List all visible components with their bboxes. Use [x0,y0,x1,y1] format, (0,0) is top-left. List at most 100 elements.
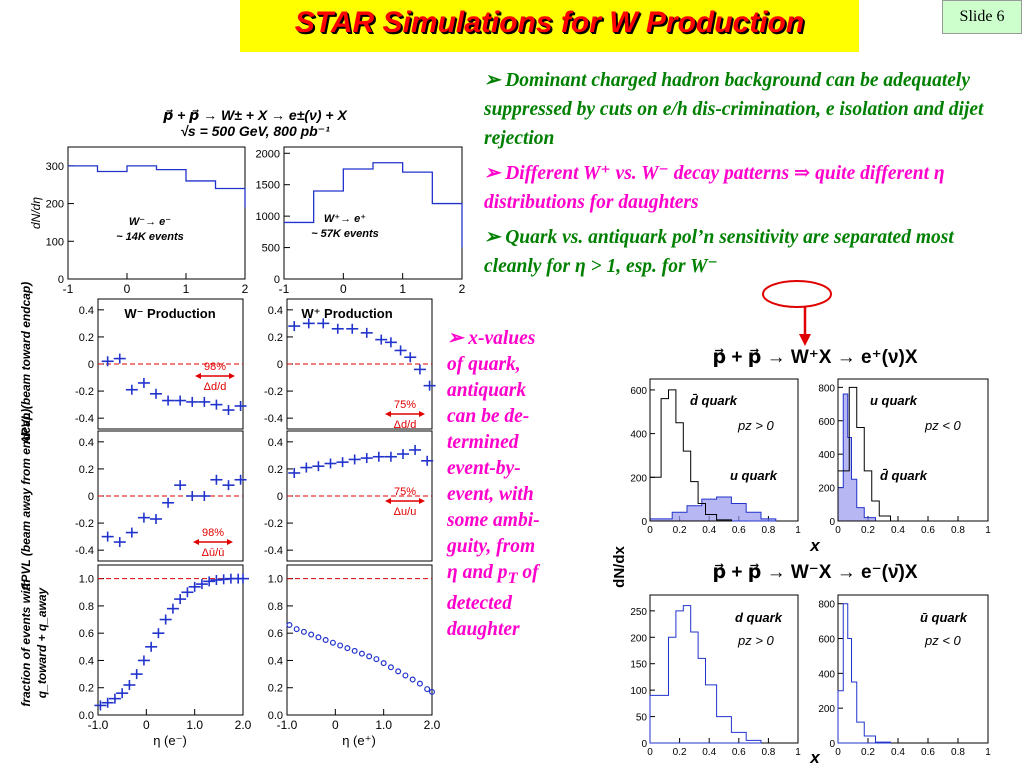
y-tick-label: 400 [630,430,647,441]
y-tick-label: 400 [818,669,835,680]
y-tick-label: -0.4 [264,545,283,557]
y-tick-label: 200 [818,704,835,715]
y-axis-label: fraction of events with [19,579,33,706]
percent-label: 75% [394,399,416,411]
y-tick-label: 0 [829,739,835,750]
data-point [308,631,315,638]
percent-label: 98% [204,361,226,373]
y-tick-label: -0.4 [75,413,94,425]
y-tick-label: 0.8 [268,601,283,613]
y-axis-label: APVL (beam toward endcap) [19,282,33,445]
y-tick-label: 1500 [256,180,280,192]
highlight-oval [762,280,832,308]
x-tick-label: -1 [63,282,74,296]
x-tick-label: 1.0 [186,718,203,732]
x-tick-label: 0 [124,282,131,296]
y-tick-label: 0.4 [268,437,283,449]
side-line: daughter [447,618,520,640]
data-point [351,647,358,654]
y-tick-label: 100 [46,236,64,248]
x-tick-label: 0.2 [673,747,687,758]
y-tick-label: 0.4 [268,655,283,667]
left-header-2: √s = 500 GeV, 800 pb⁻¹ [180,123,330,139]
plot-frame [837,378,989,522]
y-tick-label: -0.4 [75,545,94,557]
data-point [315,634,322,641]
y-tick-label: 200 [630,473,647,484]
x-tick-label: 1.0 [375,718,392,732]
side-line: termined [447,432,519,453]
x-tick-label: 0.2 [861,525,875,536]
quark-label: d quark [735,610,783,625]
x-tick-label: 0.6 [732,525,746,536]
x-tick-label: 0.4 [702,525,716,536]
y-tick-label: -0.4 [264,413,283,425]
y-tick-label: 200 [818,484,835,495]
histogram [837,393,876,522]
side-line: guity, from [447,536,536,557]
data-point [387,664,394,671]
left-header-1: p⃗ + p⃗ → W± + X → e±(ν) + X [162,107,348,123]
y-tick-label: 0.6 [79,628,94,640]
pz-label: pz > 0 [737,418,775,433]
arrow-right-icon [227,539,233,545]
side-line: antiquark [447,380,527,401]
x-tick-label: 1 [985,525,991,536]
plot-panel: 0.0 0.2 0.4 0.6 0.8 1.0 -1.0 0 1.0 2.0 η (e⁻) fract… [19,564,252,748]
x-tick-label: 0.4 [891,525,905,536]
side-line: of quark, [447,354,521,375]
y-tick-label: 100 [630,686,647,697]
panel-title: W⁻ Production [124,306,215,321]
y-tick-label: -0.2 [75,386,94,398]
right-header-plus: p⃗ + p⃗ → W⁺X → e⁺(ν)X [712,347,917,368]
x-tick-label: 0.2 [673,525,687,536]
bullet-3: ➢ Quark vs. antiquark pol’n sensitivity … [484,223,1004,281]
x-tick-label: 0.8 [761,525,775,536]
data-point [429,688,436,695]
x-tick-label: 1 [183,282,190,296]
histogram [649,389,732,522]
plot-panel: 0.0 0.2 0.4 0.6 0.8 1.0 -1.0 0 1.0 2.0 η (e⁺) [268,564,441,748]
y-tick-label: 0.6 [268,628,283,640]
data-point [416,680,423,687]
x-tick-label: 0 [835,525,841,536]
plot-panel: -0.4 -0.2 0 0.2 0.4 W⁻ Production 98% Δd/d APVL … [19,282,247,445]
delta-label: Δu/u [394,506,417,518]
slide-number: Slide 6 [959,8,1005,25]
data-point [322,636,329,643]
y-tick-label: 600 [630,386,647,397]
bullet-text: Quark vs. antiquark pol’n sensitivity ar… [484,227,954,277]
data-point [293,626,300,633]
x-tick-label: -1.0 [88,718,109,732]
x-tick-label: 0.8 [951,525,965,536]
plot-panel: 0 0.2 0.4 0.6 0.8 1 0 200 400 600 d̄ quark u quark p… [630,378,801,536]
y-tick-label: 500 [262,243,280,255]
y-tick-label: 400 [818,450,835,461]
y-tick-label: 200 [46,199,64,211]
histogram-line [68,165,246,208]
bullet-text: Different W⁺ vs. W⁻ decay patterns ⇒ qui… [484,163,945,213]
side-bullet: ➢ x-values of quark, antiquark can be de… [447,326,577,643]
x-tick-label: 0.6 [921,525,935,536]
x-tick-label: 2 [459,282,466,296]
plot-panel: 0 0.2 0.4 0.6 0.8 1 0 50 100 150 200 250 d quark pz >… [630,594,801,758]
y-axis-label: dN/dη [29,197,43,229]
right-header-minus: p⃗ + p⃗ → W⁻X → e⁻(ν̄)X [712,562,917,583]
panel-label: W⁺→ e⁺ [324,213,366,225]
bullet-list: ➢ Dominant charged hadron background can… [484,66,1004,287]
plot-panel: -0.4 -0.2 0 0.2 0.4 98% Δū/ū APVL (beam away fr… [19,409,247,592]
bullet-1: ➢ Dominant charged hadron background can… [484,66,1004,153]
slide-number-box [942,0,1022,34]
y-tick-label: -0.2 [264,518,283,530]
data-point [409,676,416,683]
pz-label: pz < 0 [924,418,962,433]
data-point [380,660,387,667]
percent-label: 75% [394,486,416,498]
x-tick-label: 0 [340,282,347,296]
x-tick-label: 2.0 [424,718,441,732]
side-line: event, with [447,484,534,505]
side-line: event-by- [447,458,521,479]
x-tick-label: 0 [332,718,339,732]
x-tick-label: 0.4 [891,747,905,758]
